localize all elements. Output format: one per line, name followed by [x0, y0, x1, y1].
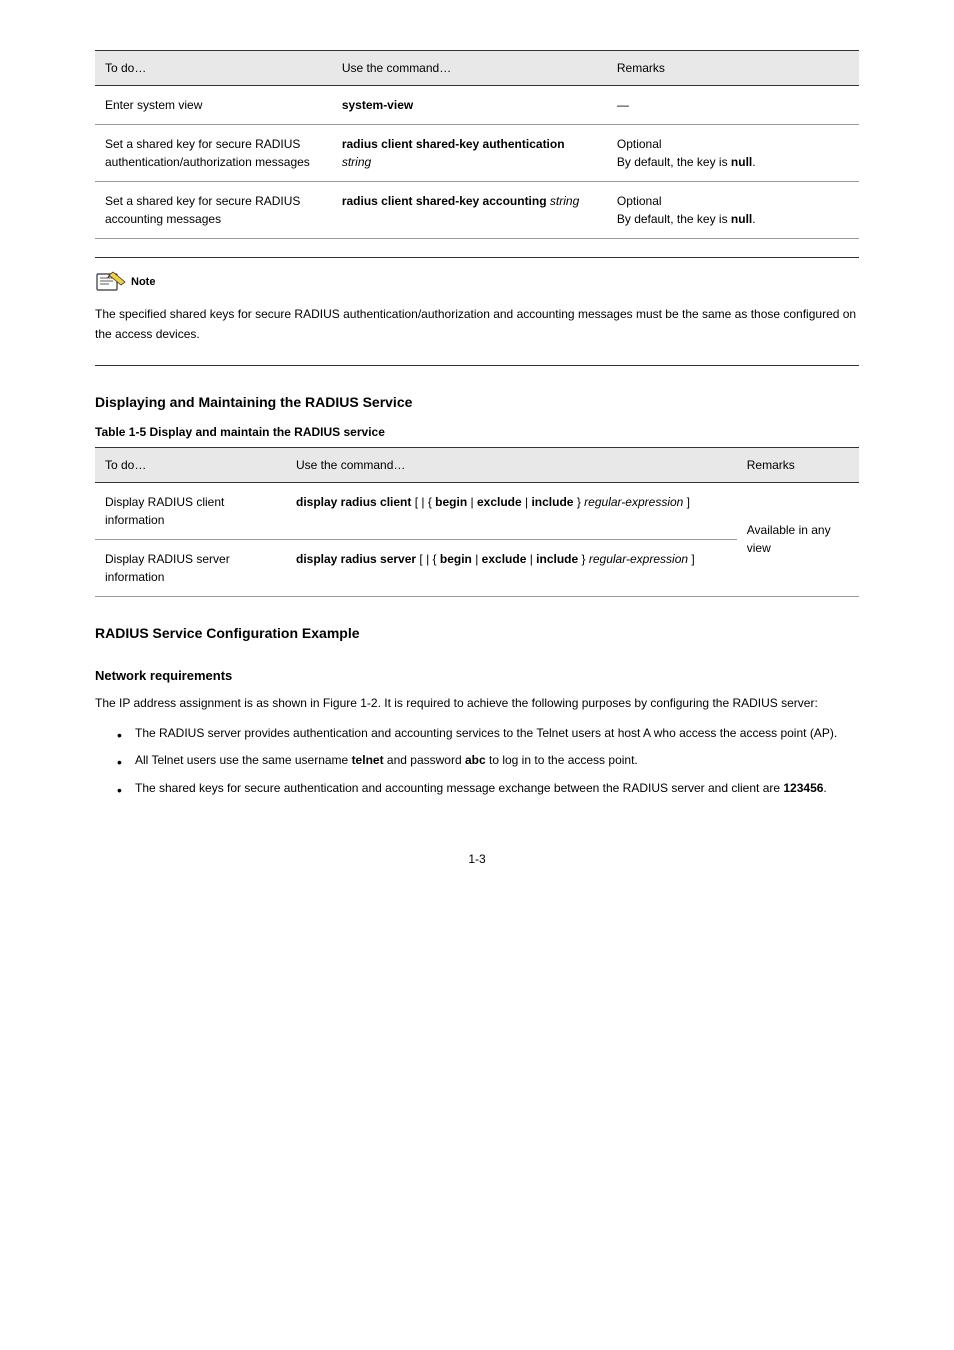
table-header: To do… — [95, 447, 286, 482]
note-header: Note — [95, 270, 859, 294]
table-cell: OptionalBy default, the key is null. — [607, 125, 859, 182]
table-row: Set a shared key for secure RADIUS accou… — [95, 182, 859, 239]
table-row: Set a shared key for secure RADIUS authe… — [95, 125, 859, 182]
list-item: The shared keys for secure authenticatio… — [117, 778, 859, 800]
table-row: Display RADIUS client information displa… — [95, 482, 859, 539]
list-item: All Telnet users use the same username t… — [117, 750, 859, 772]
page-number: 1-3 — [95, 850, 859, 868]
note-icon — [95, 270, 127, 294]
section-heading-display: Displaying and Maintaining the RADIUS Se… — [95, 392, 859, 413]
table-header: Use the command… — [332, 51, 607, 86]
display-commands-table: To do… Use the command… Remarks Display … — [95, 447, 859, 597]
table-cell: OptionalBy default, the key is null. — [607, 182, 859, 239]
note-label: Note — [131, 274, 155, 291]
section-heading-example: RADIUS Service Configuration Example — [95, 623, 859, 644]
table-cell: Set a shared key for secure RADIUS authe… — [95, 125, 332, 182]
table-cell: radius client shared-key accounting stri… — [332, 182, 607, 239]
table-caption: Table 1-5 Display and maintain the RADIU… — [95, 423, 859, 441]
table-header: To do… — [95, 51, 332, 86]
sub-heading-network-req: Network requirements — [95, 666, 859, 686]
table-cell: display radius client [ | { begin | excl… — [286, 482, 737, 539]
note-text: The specified shared keys for secure RAD… — [95, 304, 859, 345]
intro-paragraph: The IP address assignment is as shown in… — [95, 693, 859, 715]
requirements-list: The RADIUS server provides authenticatio… — [95, 723, 859, 800]
table-cell: — — [607, 86, 859, 125]
note-block: Note The specified shared keys for secur… — [95, 257, 859, 366]
table-header: Remarks — [607, 51, 859, 86]
table-header: Remarks — [737, 447, 859, 482]
table-cell: radius client shared-key authentication … — [332, 125, 607, 182]
config-commands-table: To do… Use the command… Remarks Enter sy… — [95, 50, 859, 239]
table-cell: Display RADIUS server information — [95, 539, 286, 596]
table-cell: Enter system view — [95, 86, 332, 125]
table-cell: Available in any view — [737, 482, 859, 596]
table-cell: Set a shared key for secure RADIUS accou… — [95, 182, 332, 239]
table-header: Use the command… — [286, 447, 737, 482]
table-cell: system-view — [332, 86, 607, 125]
list-item: The RADIUS server provides authenticatio… — [117, 723, 859, 745]
table-row: Enter system view system-view — — [95, 86, 859, 125]
table-cell: Display RADIUS client information — [95, 482, 286, 539]
table-cell: display radius server [ | { begin | excl… — [286, 539, 737, 596]
